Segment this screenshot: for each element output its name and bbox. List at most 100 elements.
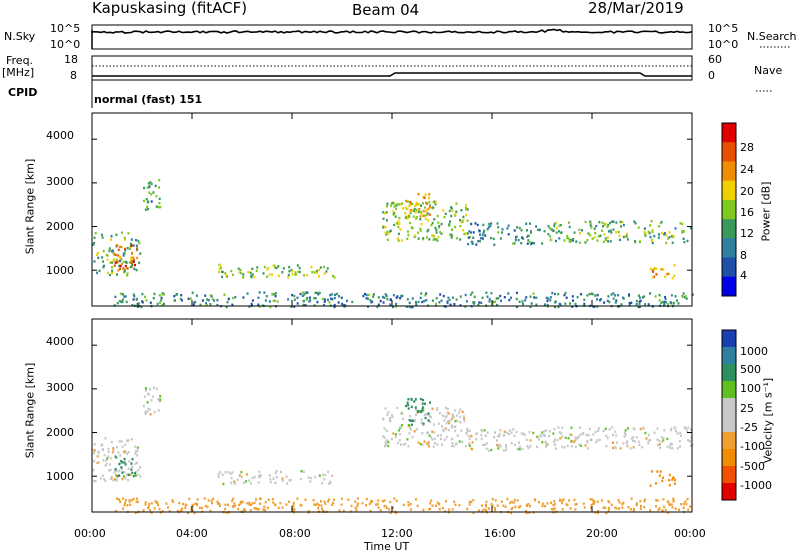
cell-velocity <box>324 502 327 505</box>
cell-velocity <box>472 511 475 514</box>
cell-power <box>435 238 438 241</box>
cell-power <box>231 273 234 276</box>
cell-velocity <box>528 505 531 508</box>
cell-power <box>218 270 220 274</box>
cell-velocity <box>93 452 95 455</box>
cell-power <box>652 268 655 271</box>
cell-power <box>436 214 439 218</box>
cell-velocity <box>323 500 326 503</box>
cell-velocity <box>377 499 380 502</box>
cell-power <box>318 275 320 278</box>
cell-velocity <box>123 471 126 474</box>
cell-power <box>669 301 672 304</box>
cell-power <box>655 267 658 270</box>
cell-velocity <box>415 413 417 416</box>
cell-velocity <box>511 506 514 510</box>
cell-power <box>526 229 528 232</box>
cell-power <box>554 300 557 303</box>
cell-velocity <box>674 507 677 510</box>
cell-power <box>554 292 556 296</box>
cell-velocity <box>423 402 426 405</box>
cell-velocity <box>275 469 278 473</box>
cell-power <box>564 302 567 305</box>
cell-power <box>449 220 451 223</box>
freq-tick-top: 18 <box>64 53 78 66</box>
cell-power <box>121 298 124 301</box>
cell-velocity <box>525 511 528 515</box>
cell-power <box>255 269 258 273</box>
cell-velocity <box>589 498 592 501</box>
cell-velocity <box>429 420 432 424</box>
cell-velocity <box>157 503 159 507</box>
cell-velocity <box>466 427 469 430</box>
cell-velocity <box>482 443 484 447</box>
power-colorbar-label: Power [dB] <box>759 181 773 242</box>
cell-velocity <box>134 472 137 475</box>
cell-velocity <box>137 469 140 472</box>
cell-power <box>323 272 326 275</box>
cell-velocity <box>131 471 134 474</box>
cell-power <box>543 303 546 306</box>
cell-velocity <box>615 507 618 510</box>
cell-velocity <box>131 458 134 461</box>
cell-power <box>407 234 410 237</box>
cell-power <box>251 299 254 302</box>
cell-power <box>112 258 115 261</box>
cell-velocity <box>526 504 528 507</box>
cell-power <box>533 242 536 245</box>
cell-power <box>554 305 556 309</box>
xtick-0800: 08:00 <box>279 527 311 540</box>
cell-velocity <box>234 504 237 507</box>
cell-power <box>223 293 226 296</box>
cell-power <box>386 238 389 241</box>
cell-power <box>555 239 557 243</box>
cell-power <box>220 270 223 273</box>
cell-power <box>466 208 469 211</box>
vel-cb-tick-m100: -100 <box>740 440 765 453</box>
cell-power <box>291 293 294 297</box>
cell-velocity <box>255 498 257 501</box>
cell-power <box>311 270 314 274</box>
cell-velocity <box>463 419 466 423</box>
cell-velocity <box>267 498 270 501</box>
cell-power <box>288 270 291 273</box>
cell-velocity <box>542 433 545 437</box>
cell-power <box>379 299 382 303</box>
cell-velocity <box>392 506 394 509</box>
cell-velocity <box>312 499 315 502</box>
cell-velocity <box>453 425 456 429</box>
cell-velocity <box>105 459 108 462</box>
cell-velocity <box>689 444 692 448</box>
cell-velocity <box>676 432 679 435</box>
cell-power <box>417 237 420 240</box>
cell-velocity <box>456 434 459 437</box>
cell-velocity <box>540 435 543 438</box>
cell-velocity <box>602 506 605 509</box>
cell-velocity <box>659 470 662 473</box>
cell-power <box>423 214 426 217</box>
cell-velocity <box>407 501 410 504</box>
cell-power <box>628 302 631 305</box>
cell-velocity <box>122 497 125 500</box>
cell-velocity <box>279 502 282 505</box>
cell-power <box>658 299 661 302</box>
cell-power <box>136 247 139 250</box>
cell-power <box>658 225 661 228</box>
cell-velocity <box>151 395 154 398</box>
cell-power <box>153 292 156 296</box>
cell-velocity <box>178 501 181 505</box>
cell-power <box>543 230 546 233</box>
cell-power <box>316 291 319 295</box>
cell-power <box>665 301 667 304</box>
cell-power <box>448 298 451 302</box>
cell-power <box>242 296 245 299</box>
cell-velocity <box>340 497 343 500</box>
cell-power <box>106 258 109 261</box>
cell-power <box>414 234 417 237</box>
cell-power <box>124 295 127 298</box>
cell-power <box>328 301 331 304</box>
cell-velocity <box>230 476 233 480</box>
cell-velocity <box>525 438 528 442</box>
cell-power <box>95 253 98 257</box>
cell-power <box>683 230 685 233</box>
